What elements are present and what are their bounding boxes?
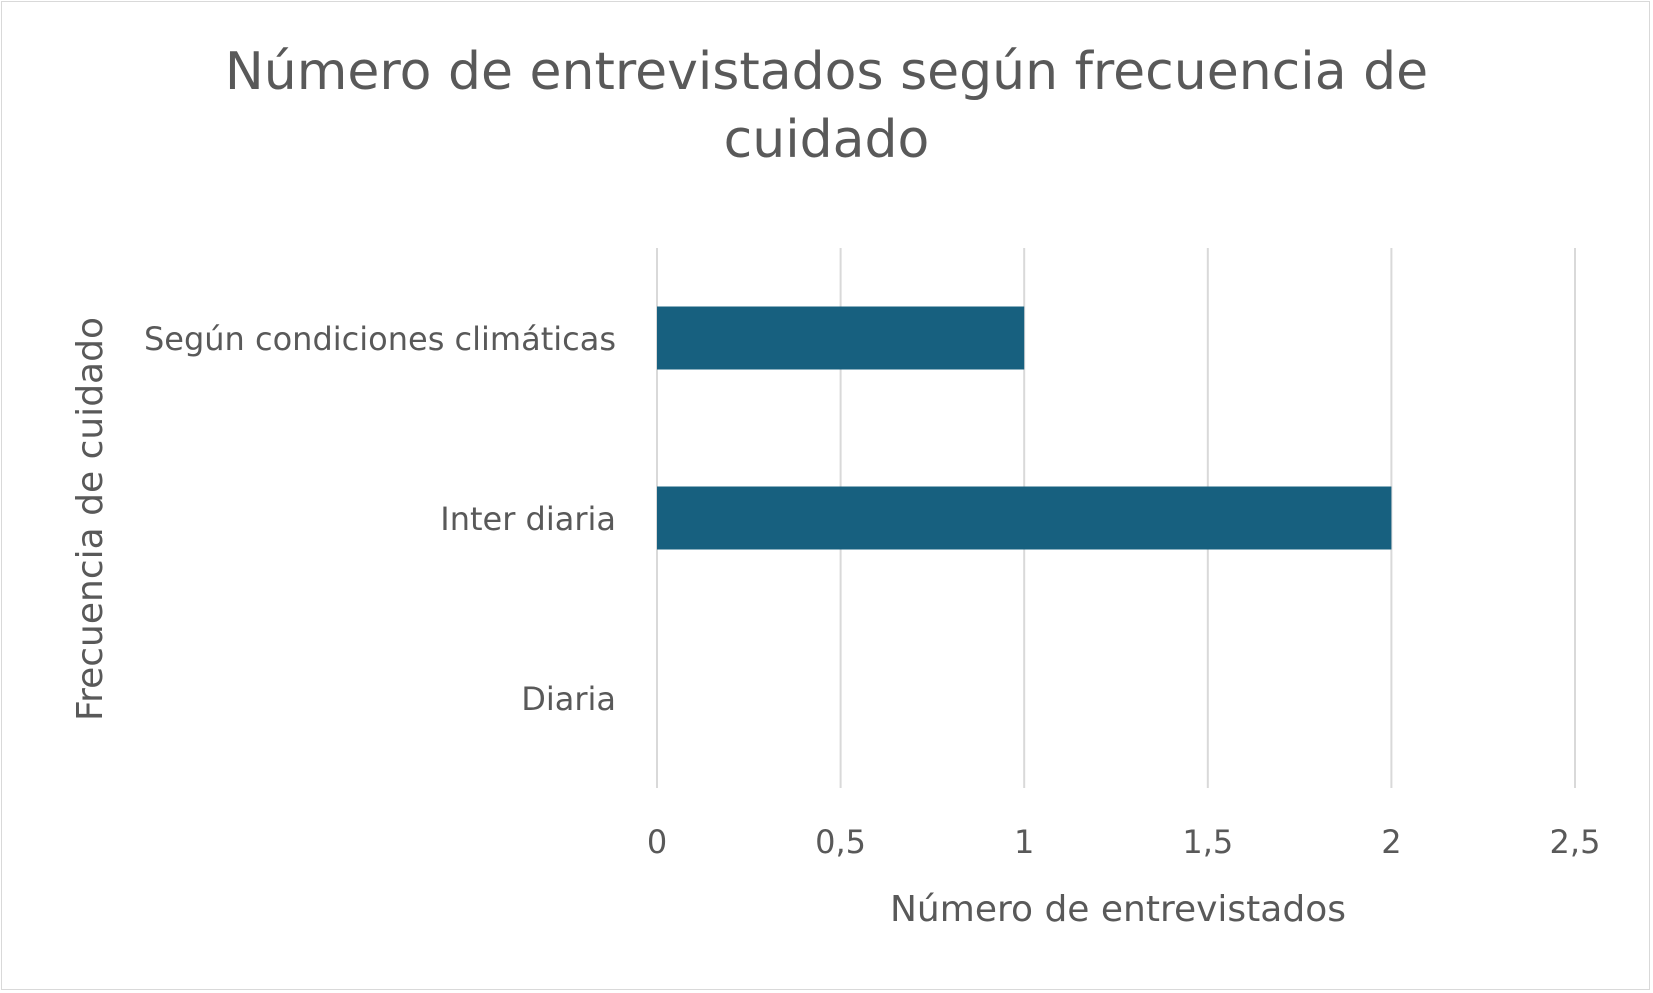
x-tick-label-0: 0: [647, 823, 667, 861]
bars: [657, 306, 1392, 550]
x-tick-label-3: 1,5: [1182, 823, 1233, 861]
y-category-label-0: Según condiciones climáticas: [144, 320, 616, 358]
x-tick-label-5: 2,5: [1550, 823, 1601, 861]
x-tick-label-2: 1: [1014, 823, 1034, 861]
y-axis-title: Frecuencia de cuidado: [70, 317, 111, 721]
y-category-label-2: Diaria: [521, 680, 616, 718]
chart-title-line-2: cuidado: [723, 110, 930, 170]
chart-title-line-1: Número de entrevistados según frecuencia…: [224, 42, 1429, 102]
y-category-labels: Según condiciones climáticas Inter diaria…: [144, 320, 616, 718]
x-tick-label-4: 2: [1381, 823, 1401, 861]
chart-title: Número de entrevistados según frecuencia…: [0, 38, 1653, 174]
x-axis-title: Número de entrevistados: [890, 889, 1346, 930]
x-tick-label-1: 0,5: [815, 823, 866, 861]
bar-1: [657, 486, 1392, 550]
y-category-label-1: Inter diaria: [440, 500, 616, 538]
bar-0: [657, 306, 1025, 370]
x-tick-labels: 0 0,5 1 1,5 2 2,5: [647, 823, 1601, 861]
